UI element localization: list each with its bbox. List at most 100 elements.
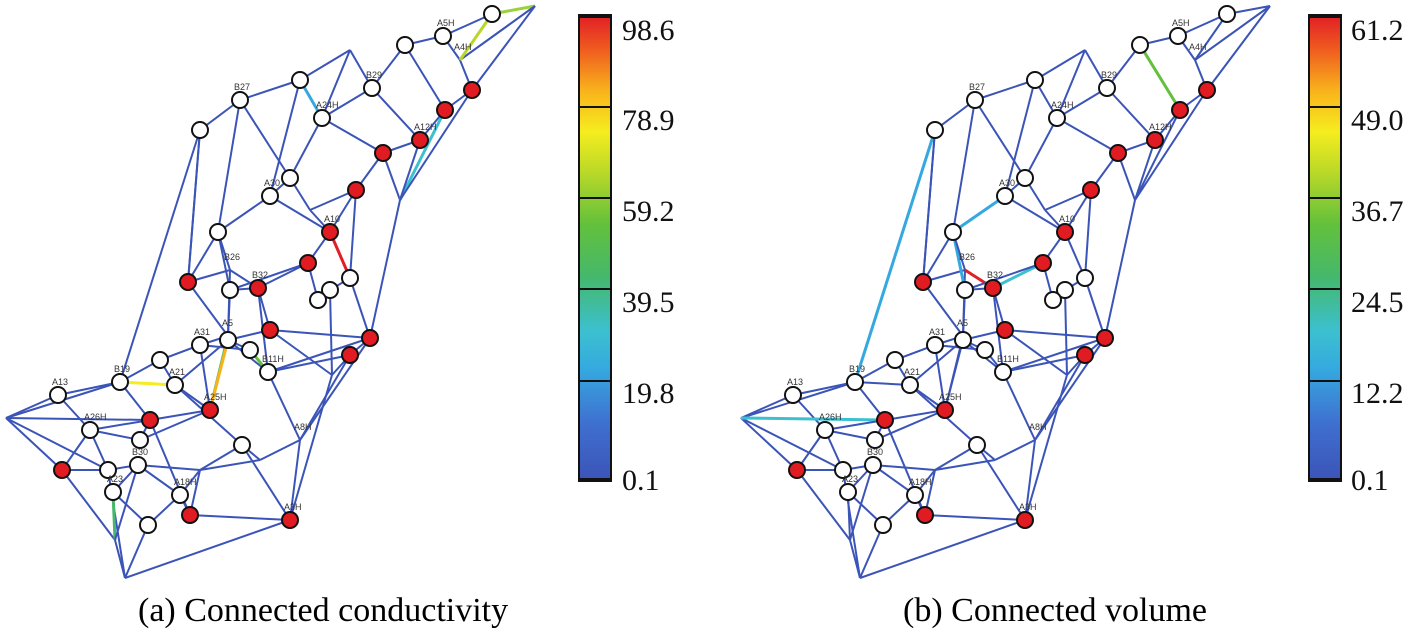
panel-a-fracture-edge (174, 339, 229, 386)
panel-b-node-label: A25H (939, 392, 962, 402)
panel-a-fracture-edge (398, 109, 447, 201)
panel-b-node-label: A12H (1149, 122, 1172, 132)
panel-a-well-node (483, 5, 501, 23)
panel-a-well-node (104, 483, 122, 501)
panel-b-well-node (1082, 181, 1100, 199)
panel-a-well-node (221, 281, 239, 299)
panel-b-well-node (846, 373, 864, 391)
panel-b-fracture-edge (1024, 439, 1036, 521)
panel-a-fracture-edge (241, 444, 291, 521)
panel-b-node-label: B30 (867, 447, 883, 457)
panel-a-well-node (249, 279, 267, 297)
panel-b-well-node (1056, 281, 1074, 299)
panel-a-fracture-edge (119, 129, 201, 383)
panel-b-node-label: A8H (1029, 422, 1047, 432)
panel-b-fracture-edge (824, 419, 886, 431)
panel-b-fracture-edge (1104, 199, 1136, 339)
panel-b-fracture-edge (976, 444, 1026, 521)
panel-b-well-node (914, 273, 932, 291)
panel-a-node-label: A30 (264, 178, 280, 188)
panel-b-fracture-edge (1206, 5, 1271, 91)
panel-a-fracture-edge (399, 139, 421, 201)
panel-a-fracture-edge (399, 89, 473, 201)
colorbar-tick-label: 78.9 (622, 104, 675, 137)
panel-b-fracture-edge (922, 281, 964, 337)
panel-a-well-node (463, 81, 481, 99)
panel-a-well-node (209, 223, 227, 241)
panel-b-well-node (996, 321, 1014, 339)
panel-b-fracture-edge (874, 409, 946, 441)
panel-b-fracture-edge (1106, 44, 1141, 89)
panel-b-well-node (886, 351, 904, 369)
panel-b-well-node (968, 436, 986, 454)
panel-b-fracture-edge (994, 439, 1036, 461)
panel-b-fracture-edge (872, 464, 936, 471)
colorbar-tick (1308, 288, 1342, 290)
panel-a-fracture-edge (124, 519, 291, 579)
colorbar-tick (578, 16, 612, 18)
panel-a-fracture-edge (369, 199, 401, 339)
panel-b-fracture-edge (796, 469, 851, 541)
panel-a-fracture-edge (269, 329, 371, 339)
panel-b-fracture-edge (884, 409, 946, 421)
panel-a-well-node (347, 181, 365, 199)
panel-a-well-node (233, 436, 251, 454)
panel-b-fracture-edge (1056, 87, 1108, 119)
panel-a-node-label: B26 (224, 252, 240, 262)
colorbar-tick (578, 106, 612, 108)
panel-b-well-node (1044, 291, 1062, 309)
panel-a-fracture-edge (114, 464, 139, 541)
panel-b-well-node (1098, 79, 1116, 97)
panel-b-node-label: A31 (929, 327, 945, 337)
panel-b-fracture-edge (1134, 109, 1181, 201)
panel-a-well-node (261, 187, 279, 205)
colorbar-tick-label: 36.7 (1351, 195, 1404, 228)
panel-b-fracture-edge (992, 261, 1044, 290)
panel-b-fracture-edge (859, 519, 1026, 579)
panel-b-well-node (1026, 71, 1044, 89)
panel-b-fracture-edge (944, 339, 964, 411)
panel-a-well-node (111, 373, 129, 391)
panel-a-node-label: B30 (132, 447, 148, 457)
panel-a-fracture-edge (149, 409, 211, 421)
panel-b-node-label: B29 (1101, 70, 1117, 80)
fracture-network-diagram-a: A4H A5H B29 A12H A24H B27 A30 A31 A5 A10 B32 B11H A1… (5, 4, 536, 579)
panel-b-well-node (1109, 144, 1127, 162)
panel-b-node-label: B27 (969, 82, 985, 92)
panel-b-node-label: B11H (997, 354, 1019, 364)
panel-a-fracture-edge (5, 417, 109, 471)
panel-a-well-node (139, 516, 157, 534)
panel-b-well-node (866, 431, 884, 449)
colorbar-tick-label: 49.0 (1351, 104, 1404, 137)
panel-b-well-node (994, 363, 1012, 381)
panel-a-well-node (313, 109, 331, 127)
panel-a-well-node (396, 36, 414, 54)
panel-a-fracture-edge (269, 195, 331, 233)
panel-b-well-node (936, 401, 954, 419)
panel-b-fracture-edge (909, 339, 964, 386)
panel-b-well-node (1198, 81, 1216, 99)
panel-b-fracture-edge (1004, 195, 1066, 233)
colorbar-tick-label: 24.5 (1351, 286, 1404, 319)
fracture-network-diagram-b: A4H A5H B29 A12H A24H B27 A30 A31 A5 A10 B32 B11H A1… (740, 5, 1271, 579)
panel-b-fracture-edge (951, 231, 967, 291)
panel-b-fracture-edge (792, 381, 856, 396)
panel-b-well-node (834, 461, 852, 479)
panel-a-node-label: A24H (316, 100, 339, 110)
panel-a-node-label: B11H (262, 354, 284, 364)
panel-a-node-label: A26H (84, 412, 107, 422)
panel-a-fracture-edge (199, 344, 211, 411)
panel-b-well-node (984, 279, 1002, 297)
panel-b-fracture-edge (952, 99, 976, 233)
panel-a-fracture-edge (5, 417, 63, 471)
panel-a-fracture-edge (299, 49, 351, 81)
panel-b-well-node (976, 341, 994, 359)
colorbar-tick-label: 61.2 (1351, 14, 1404, 47)
panel-b-fracture-edge (1134, 89, 1208, 201)
panel-b-well-node (966, 91, 984, 109)
panel-b-node-label: A21 (904, 367, 920, 377)
panel-b-fracture-edge (924, 514, 1026, 521)
panel-b-fracture-edge (922, 231, 954, 283)
panel-a-node-label: A31 (194, 327, 210, 337)
panel-a-well-node (291, 71, 309, 89)
